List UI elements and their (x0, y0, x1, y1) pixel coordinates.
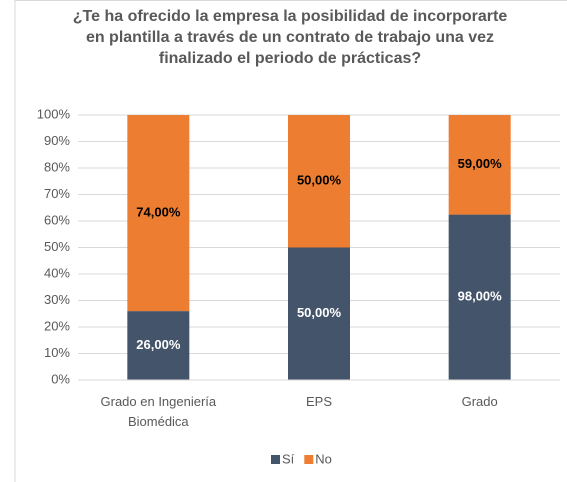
bar-segment (127, 311, 190, 380)
y-tick-label: 60% (44, 212, 70, 227)
chart-title: ¿Te ha ofrecido la empresa la posibilida… (72, 8, 508, 67)
y-tick-label: 80% (44, 159, 70, 174)
legend-label: Sí (282, 451, 295, 466)
y-tick-label: 70% (44, 186, 70, 201)
y-tick-label: 10% (44, 345, 70, 360)
data-label: 50,00% (297, 305, 342, 320)
data-label: 26,00% (136, 337, 181, 352)
bar-segment (288, 247, 350, 380)
legend-swatch (304, 455, 314, 464)
data-label: 59,00% (458, 156, 503, 171)
x-tick-label: Grado (461, 394, 498, 409)
data-label: 98,00% (458, 289, 503, 304)
y-tick-label: 100% (37, 106, 71, 121)
y-tick-label: 20% (44, 318, 70, 333)
x-tick-label: Grado en Ingeniería Biomédica (100, 394, 217, 429)
bar-segment (127, 115, 190, 312)
bar-segment (288, 115, 350, 248)
bar-segment (448, 115, 511, 215)
y-tick-label: 90% (44, 133, 70, 148)
y-tick-label: 40% (44, 265, 70, 280)
x-tick-label: EPS (305, 394, 332, 409)
data-label: 74,00% (136, 204, 181, 219)
legend-swatch (271, 455, 280, 464)
y-tick-label: 0% (51, 371, 70, 386)
bar-segment (448, 214, 511, 380)
data-label: 50,00% (297, 173, 342, 188)
y-tick-label: 50% (44, 239, 70, 254)
legend-label: No (315, 451, 332, 466)
y-tick-label: 30% (44, 292, 70, 307)
